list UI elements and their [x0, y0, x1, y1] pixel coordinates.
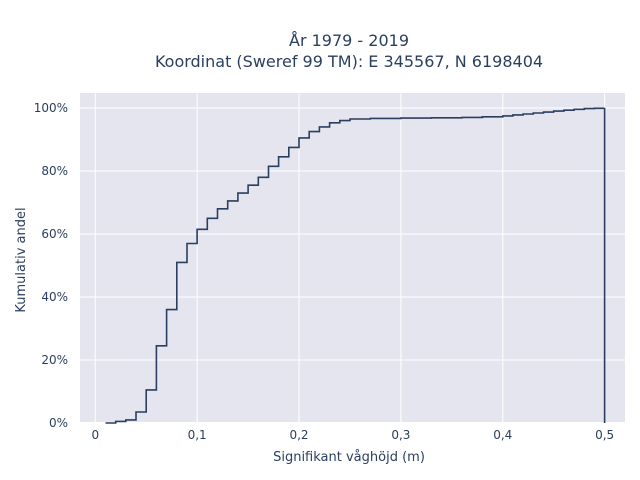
x-tick-label: 0,3 [391, 428, 410, 442]
y-tick-label: 100% [34, 101, 68, 115]
y-tick-label: 40% [41, 290, 68, 304]
y-tick-label: 20% [41, 353, 68, 367]
x-tick-label: 0,4 [493, 428, 512, 442]
y-tick-label: 0% [49, 416, 68, 430]
chart-title-line1: År 1979 - 2019 [289, 31, 409, 50]
series-step-line [105, 107, 606, 424]
y-axis-ticks: 0% 20% 40% 60% 80% 100% [34, 101, 68, 430]
x-axis-label: Signifikant våghöjd (m) [273, 450, 425, 465]
plot-frame [80, 93, 625, 423]
plot-area [80, 93, 625, 424]
x-tick-label: 0,1 [188, 428, 207, 442]
x-tick-label: 0 [91, 428, 99, 442]
y-tick-label: 80% [41, 164, 68, 178]
x-tick-label: 0,2 [289, 428, 308, 442]
y-axis-label: Kumulativ andel [14, 207, 29, 312]
chart-title-line2: Koordinat (Sweref 99 TM): E 345567, N 61… [155, 52, 543, 71]
y-tick-label: 60% [41, 227, 68, 241]
x-axis-ticks: 0 0,1 0,2 0,3 0,4 0,5 [91, 428, 614, 442]
x-tick-label: 0,5 [595, 428, 614, 442]
